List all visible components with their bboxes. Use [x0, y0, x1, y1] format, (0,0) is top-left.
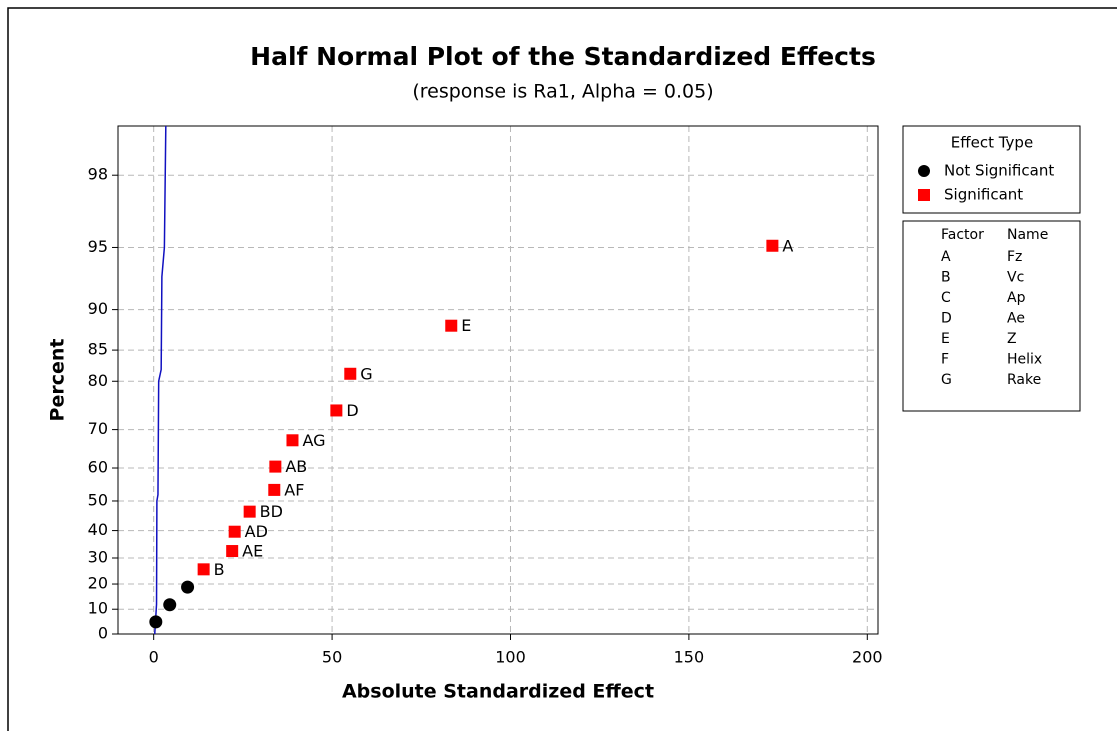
- table-cell: Vc: [1007, 270, 1024, 286]
- y-tick-label: 98: [88, 165, 108, 184]
- point: [226, 545, 239, 558]
- table-header: Name: [1007, 227, 1048, 243]
- point: [149, 615, 163, 629]
- point-label: A: [782, 236, 793, 255]
- point: [228, 525, 241, 538]
- legend-swatch: [918, 189, 930, 201]
- point: [268, 483, 281, 496]
- table-cell: G: [941, 372, 952, 388]
- point: [330, 404, 343, 417]
- x-tick-label: 100: [495, 648, 526, 667]
- plot-border: [117, 125, 879, 635]
- y-tick-label: 20: [88, 574, 108, 593]
- legend-label: Not Significant: [944, 162, 1054, 180]
- legend-label: Significant: [944, 186, 1023, 204]
- y-tick-label: 60: [88, 458, 108, 477]
- point: [181, 580, 195, 594]
- table-header: Factor: [941, 227, 984, 243]
- table-cell: F: [941, 352, 949, 368]
- chart-subtitle: (response is Ra1, Alpha = 0.05): [412, 81, 713, 103]
- table-cell: Fz: [1007, 249, 1022, 265]
- y-tick-label: 80: [88, 371, 108, 390]
- table-cell: Rake: [1007, 372, 1041, 388]
- point-label: G: [360, 364, 372, 383]
- point-label: E: [461, 316, 471, 335]
- point: [243, 505, 256, 518]
- table-cell: Helix: [1007, 352, 1042, 368]
- point-label: B: [214, 560, 225, 579]
- point-label: AB: [285, 457, 307, 476]
- x-axis-label: Absolute Standardized Effect: [342, 681, 654, 703]
- legend-title: Effect Type: [951, 134, 1033, 152]
- point: [197, 563, 210, 576]
- table-cell: Z: [1007, 331, 1017, 347]
- point: [269, 460, 282, 473]
- table-cell: D: [941, 311, 952, 327]
- point-label: AE: [242, 542, 263, 561]
- x-tick-label: 200: [852, 648, 883, 667]
- y-tick-label: 90: [88, 299, 108, 318]
- chart-title: Half Normal Plot of the Standardized Eff…: [250, 42, 876, 71]
- point: [344, 367, 357, 380]
- table-cell: C: [941, 290, 951, 306]
- y-tick-label: 85: [88, 340, 108, 359]
- point-label: AF: [284, 480, 304, 499]
- reference-line: [154, 125, 167, 635]
- legend-swatch: [918, 165, 930, 177]
- factor-table-box: [902, 220, 1081, 412]
- plot-area: [118, 126, 878, 634]
- point: [163, 598, 177, 612]
- x-tick-label: 50: [322, 648, 342, 667]
- table-cell: A: [941, 249, 951, 265]
- table-cell: Ae: [1007, 311, 1025, 327]
- y-tick-label: 10: [88, 599, 108, 618]
- x-tick-label: 0: [149, 648, 159, 667]
- point: [445, 319, 458, 332]
- y-axis-label: Percent: [47, 339, 69, 422]
- y-tick-label: 30: [88, 548, 108, 567]
- y-tick-label: 0: [98, 624, 108, 643]
- point: [286, 434, 299, 447]
- x-tick-label: 150: [674, 648, 705, 667]
- point-label: BD: [260, 502, 283, 521]
- point-label: D: [346, 401, 358, 420]
- legend-box: [902, 125, 1081, 214]
- y-tick-label: 70: [88, 419, 108, 438]
- y-tick-label: 50: [88, 490, 108, 509]
- table-cell: Ap: [1007, 290, 1026, 306]
- y-tick-label: 40: [88, 520, 108, 539]
- y-tick-label: 95: [88, 237, 108, 256]
- point-label: AD: [245, 522, 268, 541]
- table-cell: E: [941, 331, 950, 347]
- point-label: AG: [302, 431, 325, 450]
- point: [766, 239, 779, 252]
- table-cell: B: [941, 270, 951, 286]
